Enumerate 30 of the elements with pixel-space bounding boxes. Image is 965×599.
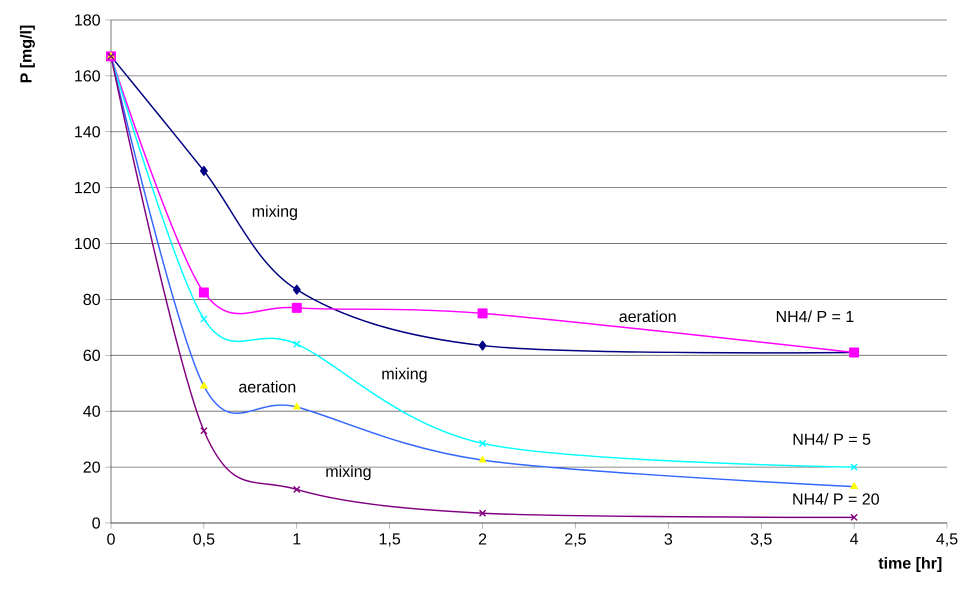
x-tick-label: 4 [850,533,858,544]
x-tick-label: 3 [664,533,672,545]
y-tick-label: 180 [75,14,100,26]
y-tick-label: 80 [83,294,100,306]
x-tick-label: 4,5 [936,533,958,546]
annotation: mixing [382,368,427,383]
y-tick-label: 120 [75,182,100,194]
y-axis-title: P [mg/l] [20,26,35,82]
annotation: NH4/ P = 20 [793,492,879,505]
y-tick-label: 140 [75,126,100,138]
y-tick-label: 20 [84,461,100,473]
annotation: mixing [326,465,370,480]
y-tick-label: 0 [92,517,100,529]
y-tick-label: 40 [83,406,100,417]
annotation: aeration [619,310,676,322]
x-tick-label: 2,5 [565,533,586,547]
annotation: aeration [239,380,296,393]
x-tick-label: 1 [294,533,300,544]
annotation: NH4/ P = 5 [794,433,870,445]
x-tick-label: 2 [478,533,486,545]
y-tick-label: 100 [75,238,100,250]
x-tick-label: 0 [107,533,115,545]
x-tick-label: 0,5 [193,533,214,547]
annotation: mixing [252,205,297,220]
x-tick-label: 1,5 [380,533,400,546]
y-tick-label: 60 [84,350,100,361]
x-tick-label: 3,5 [750,533,772,547]
x-axis-title: time [hr] [878,557,942,572]
annotation: NH4/ P = 1 [776,310,854,322]
y-tick-label: 160 [75,70,100,82]
